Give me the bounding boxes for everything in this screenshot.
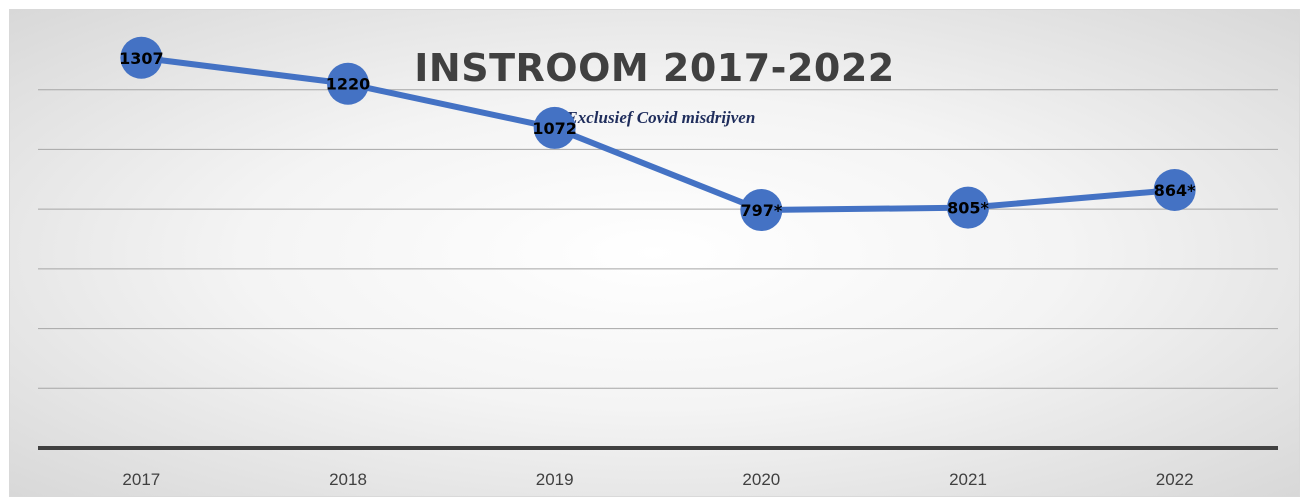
series-line xyxy=(138,54,1178,214)
chart-title: INSTROOM 2017-2022 xyxy=(414,46,895,90)
data-point-marker xyxy=(740,189,783,232)
x-tick-label: 2017 xyxy=(122,470,160,489)
data-point-marker xyxy=(1153,169,1196,212)
data-label: 864* xyxy=(1154,181,1196,200)
data-label: 1220 xyxy=(326,75,371,94)
x-tick-label: 2022 xyxy=(1156,470,1194,489)
x-tick-label: 2019 xyxy=(536,470,574,489)
data-point-marker xyxy=(120,36,163,79)
data-point-marker xyxy=(533,106,576,149)
x-tick-label: 2021 xyxy=(949,470,987,489)
data-label: 805* xyxy=(947,199,989,218)
data-point-marker xyxy=(327,62,369,105)
x-tick-label: 2020 xyxy=(742,470,780,489)
x-tick-label: 2018 xyxy=(329,470,367,489)
data-label: 797* xyxy=(740,201,782,220)
data-label: 1307 xyxy=(119,49,164,68)
data-label: 1072 xyxy=(532,119,577,138)
gridlines xyxy=(38,89,1278,389)
chart-subtitle: * Exclusief Covid misdrijven xyxy=(553,108,756,127)
chart-area: INSTROOM 2017-2022 * Exclusief Covid mis… xyxy=(9,9,1300,497)
data-point-marker xyxy=(947,186,989,229)
